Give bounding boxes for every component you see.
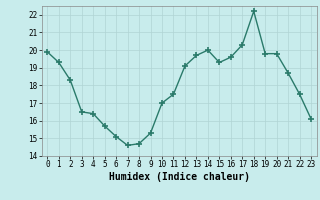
X-axis label: Humidex (Indice chaleur): Humidex (Indice chaleur)	[109, 172, 250, 182]
